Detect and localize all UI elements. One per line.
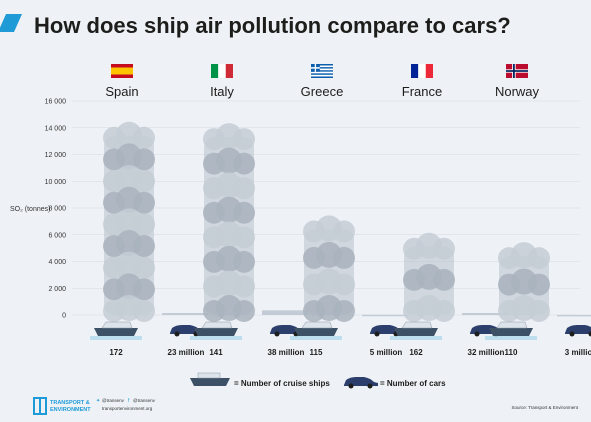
y-tick-label: 14 000: [45, 125, 67, 132]
svg-text:ENVIRONMENT: ENVIRONMENT: [50, 407, 91, 413]
legend-ships-label: = Number of cruise ships: [234, 379, 330, 388]
brand-logo: TRANSPORT & ENVIRONMENT: [33, 397, 91, 415]
y-tick-label: 12 000: [45, 152, 67, 159]
flag-spain-icon: [111, 64, 133, 78]
y-tick-label: 8 000: [48, 206, 66, 213]
svg-text:transportenvironment.org: transportenvironment.org: [102, 406, 153, 411]
flag-italy-icon: [211, 64, 233, 78]
country-label: Italy: [210, 84, 234, 99]
contact-info: ✦ @transenv f @transenv transportenviron…: [96, 398, 156, 411]
car-count-label: 38 million: [268, 348, 305, 357]
car-pollution-bar: [162, 312, 208, 315]
y-tick-label: 6 000: [48, 232, 66, 239]
y-tick-label: 0: [62, 313, 66, 320]
cruise-ship-icon: [485, 321, 537, 340]
country-label: Greece: [301, 84, 344, 99]
y-tick-label: 16 000: [45, 99, 67, 106]
plot-area: 172 23 million 141 38 million 115 5 million 16…: [90, 121, 591, 357]
y-axis-label: SO₂ (tonnes): [10, 206, 50, 213]
legend-car-icon: [344, 377, 378, 389]
facebook-icon: f: [128, 398, 130, 404]
ship-count-label: 110: [505, 348, 518, 357]
car-icon: [370, 325, 404, 337]
ship-pollution-bar: [303, 215, 355, 322]
ship-pollution-bar: [103, 121, 155, 322]
ship-count-label: 141: [209, 348, 223, 357]
flag-norway-icon: [506, 64, 528, 78]
y-tick-label: 2 000: [48, 286, 66, 293]
y-tick-label: 10 000: [45, 179, 67, 186]
svg-text:@transenv: @transenv: [133, 398, 156, 403]
cruise-ship-icon: [90, 321, 142, 340]
ship-pollution-bar: [498, 242, 550, 322]
source-note: Source: Transport & Environment: [511, 405, 578, 410]
car-count-label: 23 million: [168, 348, 205, 357]
car-icon: [565, 325, 591, 337]
legend-cars-label: = Number of cars: [380, 379, 446, 388]
country-label: France: [402, 84, 442, 99]
svg-text:@transenv: @transenv: [102, 398, 125, 403]
car-pollution-bar: [362, 314, 408, 317]
country-headers: Spain Italy Greece France Norway: [105, 64, 540, 99]
ship-pollution-bar: [203, 123, 255, 322]
legend: = Number of cruise ships = Number of car…: [190, 372, 446, 389]
cruise-ship-icon: [190, 321, 242, 340]
ship-count-label: 115: [310, 348, 323, 357]
twitter-icon: ✦: [96, 398, 100, 404]
car-count-label: 5 million: [370, 348, 403, 357]
car-pollution-bar: [557, 314, 591, 317]
country-label: Spain: [105, 84, 138, 99]
flag-greece-icon: [311, 64, 333, 78]
title-accent-icon: [0, 14, 22, 32]
svg-text:TRANSPORT &: TRANSPORT &: [50, 400, 90, 406]
cruise-ship-icon: [290, 321, 342, 340]
car-count-label: 3 million: [565, 348, 591, 357]
car-pollution-bar: [262, 310, 308, 315]
cruise-ship-icon: [390, 321, 442, 340]
car-count-label: 32 million: [468, 348, 505, 357]
ship-count-label: 172: [109, 348, 123, 357]
ship-pollution-bar: [403, 232, 455, 322]
car-pollution-bar: [462, 312, 508, 315]
flag-france-icon: [411, 64, 433, 78]
legend-ship-icon: [190, 372, 230, 386]
page-title: How does ship air pollution compare to c…: [34, 13, 511, 38]
country-label: Norway: [495, 84, 540, 99]
y-tick-label: 4 000: [48, 259, 66, 266]
ship-count-label: 162: [409, 348, 423, 357]
